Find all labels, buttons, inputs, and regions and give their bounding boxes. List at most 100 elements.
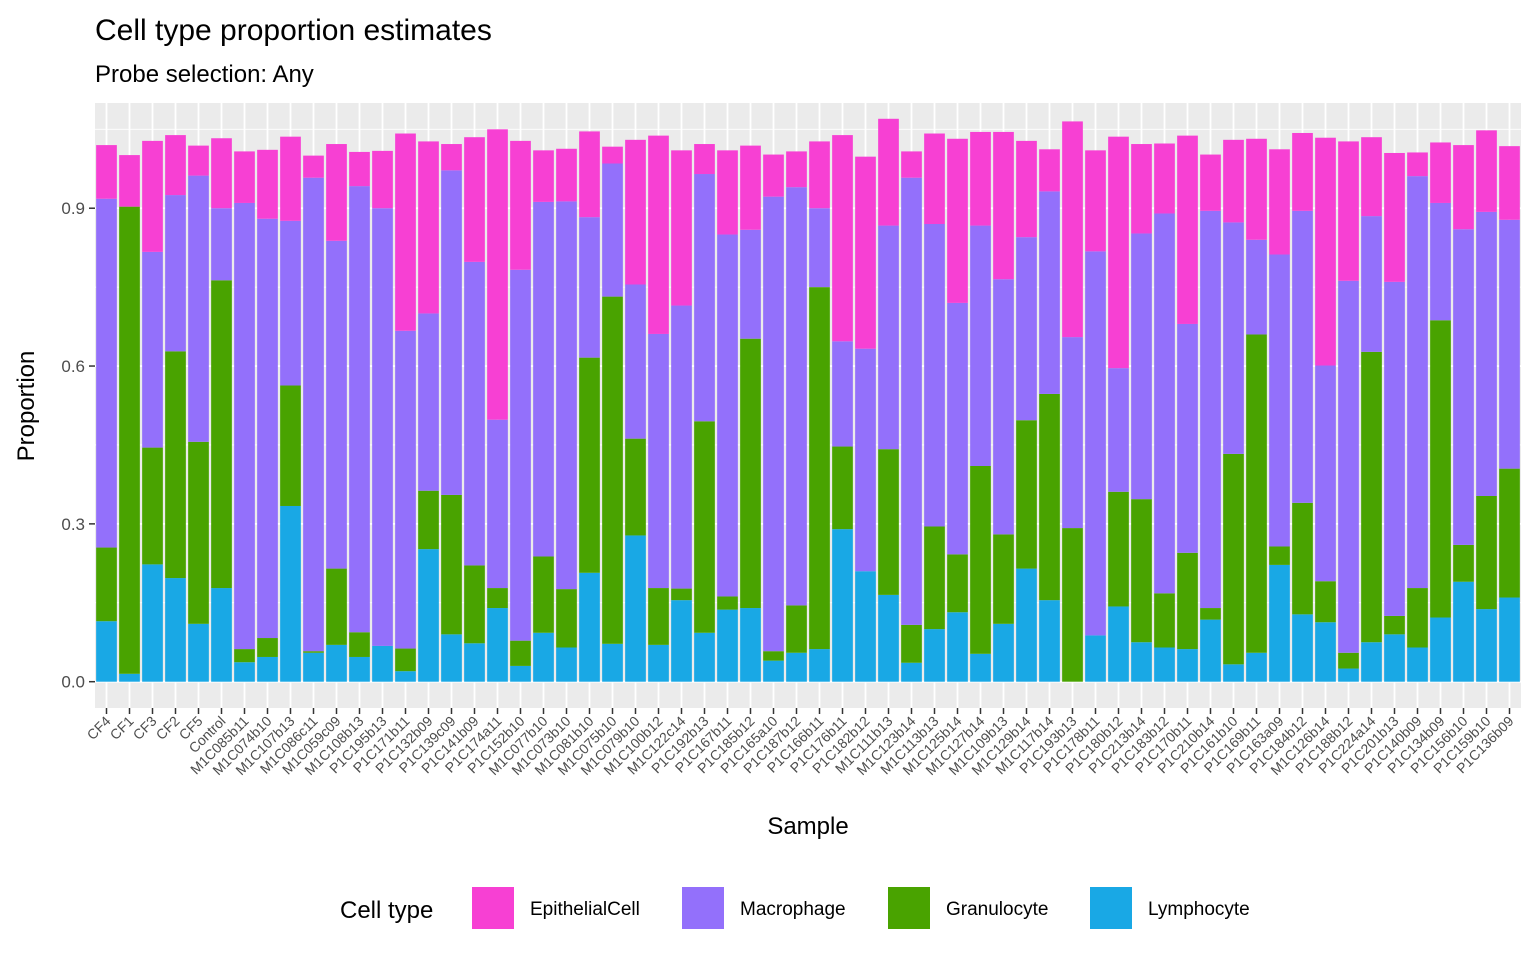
bar-segment-granulocyte [625,438,646,536]
bar-segment-lymphocyte [1131,642,1152,682]
bar-segment-granulocyte [487,588,508,609]
bar-segment-lymphocyte [694,632,715,682]
bar-segment-epithelialcell [372,150,393,209]
bar-segment-granulocyte [96,547,117,622]
bar-segment-epithelialcell [441,144,462,171]
bar-segment-granulocyte [901,624,922,663]
bar-segment-macrophage [165,195,186,352]
bar-segment-lymphocyte [349,656,370,682]
bar-segment-epithelialcell [1499,146,1520,220]
bar-segment-epithelialcell [1338,141,1359,281]
bar-segment-granulocyte [280,385,301,506]
bar-segment-epithelialcell [188,145,209,176]
bar-segment-lymphocyte [763,660,784,682]
bar-segment-epithelialcell [832,135,853,342]
bar-segment-epithelialcell [786,151,807,188]
bar-segment-lymphocyte [1154,647,1175,682]
bar-segment-lymphocyte [947,612,968,682]
bar-segment-lymphocyte [648,644,669,682]
bar-segment-epithelialcell [349,151,370,187]
bar-segment-lymphocyte [372,645,393,682]
bar-segment-epithelialcell [717,150,738,235]
bar-segment-macrophage [1223,222,1244,454]
bar-segment-granulocyte [556,589,577,648]
bar-segment-macrophage [947,302,968,555]
bar-segment-macrophage [1154,213,1175,594]
bar-segment-lymphocyte [1476,609,1497,682]
legend-key-lymphocyte [1090,887,1132,929]
bar-segment-lymphocyte [418,549,439,682]
bar-segment-macrophage [303,177,324,652]
x-axis-title: Sample [767,813,848,840]
bar-segment-granulocyte [464,565,485,644]
bar-segment-macrophage [901,177,922,625]
bar-segment-lymphocyte [1430,617,1451,682]
bar-segment-lymphocyte [1499,597,1520,682]
bar-segment-macrophage [648,333,669,589]
bar-segment-macrophage [234,202,255,650]
bar-segment-granulocyte [1361,351,1382,643]
bar-segment-lymphocyte [878,594,899,682]
bar-segment-granulocyte [809,287,830,650]
bar-segment-epithelialcell [418,141,439,314]
bar-segment-epithelialcell [1476,130,1497,212]
bar-segment-macrophage [602,163,623,297]
bar-segment-macrophage [556,201,577,590]
bar-segment-macrophage [579,217,600,358]
bar-segment-epithelialcell [602,146,623,164]
bar-segment-epithelialcell [1269,149,1290,255]
bar-segment-granulocyte [740,338,761,609]
bar-segment-granulocyte [303,651,324,653]
bar-segment-epithelialcell [1246,138,1267,240]
bar-segment-lymphocyte [1016,568,1037,682]
bar-segment-epithelialcell [1062,121,1083,338]
bar-segment-macrophage [487,419,508,589]
bar-segment-granulocyte [1453,544,1474,582]
y-axis: 0.0 0.3 0.6 0.9 [61,199,95,692]
bar-segment-lymphocyte [464,643,485,682]
bar-segment-lymphocyte [487,608,508,682]
bar-segment-macrophage [786,187,807,606]
bar-segment-granulocyte [763,651,784,661]
bar-segment-macrophage [855,348,876,572]
bar-segment-granulocyte [1499,468,1520,598]
bar-segment-granulocyte [326,568,347,645]
bar-segment-granulocyte [1407,588,1428,648]
bar-segment-epithelialcell [901,151,922,178]
bar-segment-granulocyte [970,466,991,654]
y-tick-label: 0.6 [61,357,85,376]
bar-segment-macrophage [142,251,163,448]
bar-segment-epithelialcell [1384,152,1405,282]
bar-segment-lymphocyte [441,634,462,682]
bar-segment-macrophage [395,330,416,649]
bar-segment-macrophage [1430,202,1451,321]
bar-segment-epithelialcell [809,141,830,209]
bar-segment-macrophage [1016,237,1037,421]
bar-segment-lymphocyte [188,623,209,682]
bar-segment-granulocyte [1108,491,1129,607]
legend: Cell type EpithelialCell Macrophage Granul… [340,887,1250,929]
bar-segment-epithelialcell [556,148,577,202]
bar-segment-lymphocyte [1453,581,1474,682]
bar-segment-epithelialcell [96,145,117,199]
bar-segment-macrophage [1384,281,1405,616]
bar-segment-granulocyte [165,351,186,579]
bar-segment-epithelialcell [878,118,899,226]
bar-segment-macrophage [1453,229,1474,545]
bar-segment-granulocyte [1177,552,1198,650]
bar-segment-macrophage [625,284,646,439]
bar-segment-epithelialcell [142,140,163,252]
bar-segment-macrophage [671,305,692,589]
bar-segment-epithelialcell [1407,152,1428,177]
chart-subtitle: Probe selection: Any [95,61,314,88]
bar-segment-macrophage [96,198,117,548]
bar-segment-lymphocyte [257,656,278,682]
bar-segment-lymphocyte [234,662,255,682]
bar-segment-granulocyte [1200,608,1221,620]
bar-segment-granulocyte [1039,393,1060,601]
bar-segment-lymphocyte [855,571,876,682]
bar-segment-macrophage [441,170,462,495]
bar-segment-epithelialcell [119,155,140,207]
bar-segment-lymphocyte [1269,564,1290,682]
bar-segment-lymphocyte [970,653,991,682]
